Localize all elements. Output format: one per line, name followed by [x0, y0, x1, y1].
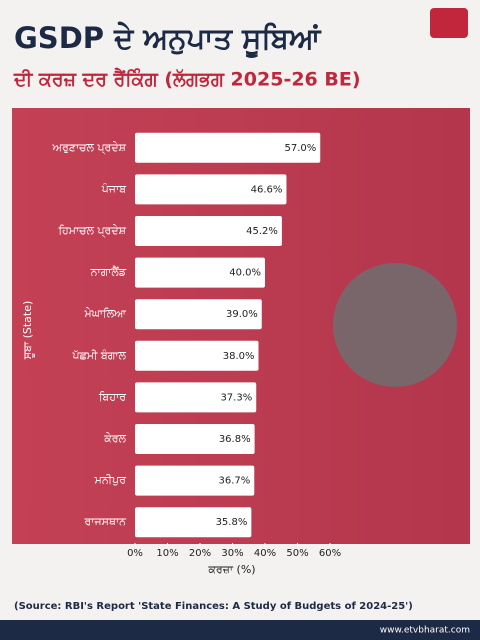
value-label: 57.0% — [284, 143, 316, 154]
decoration — [333, 263, 457, 387]
x-tick-label: 0% — [127, 548, 143, 559]
x-tick-label: 10% — [156, 548, 178, 559]
y-tick-label: ਬਿਹਾਰ — [98, 390, 126, 403]
bar — [135, 465, 255, 496]
bar — [135, 174, 287, 205]
bar — [135, 507, 252, 538]
y-tick-label: ਮਨੀਪੁਰ — [94, 474, 127, 487]
bar — [135, 299, 262, 330]
y-tick-label: ਕੇਰਲ — [103, 432, 126, 445]
y-tick-label: ਨਾਗਾਲੈਂਡ — [90, 266, 127, 279]
chart-subtitle: ਦੀ ਕਰਜ਼ ਦਰ ਰੈਂਕਿੰਗ (ਲੱਗਭਗ 2025-26 BE) — [13, 67, 361, 91]
value-label: 36.7% — [218, 476, 250, 487]
value-label: 40.0% — [229, 268, 261, 279]
bar — [135, 257, 265, 288]
bar — [135, 340, 259, 371]
value-label: 35.8% — [216, 517, 248, 528]
x-tick-label: 40% — [254, 548, 276, 559]
x-axis-label: ਕਰਜ਼ਾ (%) — [207, 563, 255, 576]
value-label: 46.6% — [251, 184, 283, 195]
logo — [430, 8, 468, 38]
bar — [135, 424, 255, 454]
y-tick-label: ਅਰੁਣਾਚਲ ਪ੍ਰਦੇਸ਼ — [52, 141, 127, 154]
source: (Source: RBI's Report 'State Finances: A… — [14, 601, 413, 612]
footer-website: www.etvbharat.com — [380, 626, 470, 636]
value-label: 39.0% — [226, 309, 258, 320]
value-label: 45.2% — [246, 226, 278, 237]
y-tick-label: ਪੱਛਮੀ ਬੰਗਾਲ — [72, 349, 127, 362]
footer-bar — [0, 620, 480, 640]
value-label: 38.0% — [223, 351, 255, 362]
bar — [135, 216, 282, 246]
bar — [135, 132, 321, 163]
x-tick-label: 60% — [319, 548, 341, 559]
x-tick-label: 20% — [189, 548, 211, 559]
y-tick-label: ਮੇਘਾਲਿਆ — [83, 307, 127, 320]
y-tick-label: ਰਾਜਸਥਾਨ — [84, 515, 128, 528]
value-label: 37.3% — [220, 392, 252, 403]
value-label: 36.8% — [219, 434, 251, 445]
y-tick-label: ਪੰਜਾਬ — [101, 182, 126, 195]
y-tick-label: ਹਿਮਾਚਲ ਪ੍ਰਦੇਸ਼ — [57, 224, 126, 237]
x-tick-label: 30% — [221, 548, 243, 559]
y-axis-label: ਸੂਬਾ (State) — [21, 301, 34, 361]
bar — [135, 382, 257, 413]
chart-title: GSDP ਦੇ ਅਨੁਪਾਤ ਸੂਬਿਆਂ — [14, 21, 322, 59]
x-tick-label: 50% — [286, 548, 308, 559]
